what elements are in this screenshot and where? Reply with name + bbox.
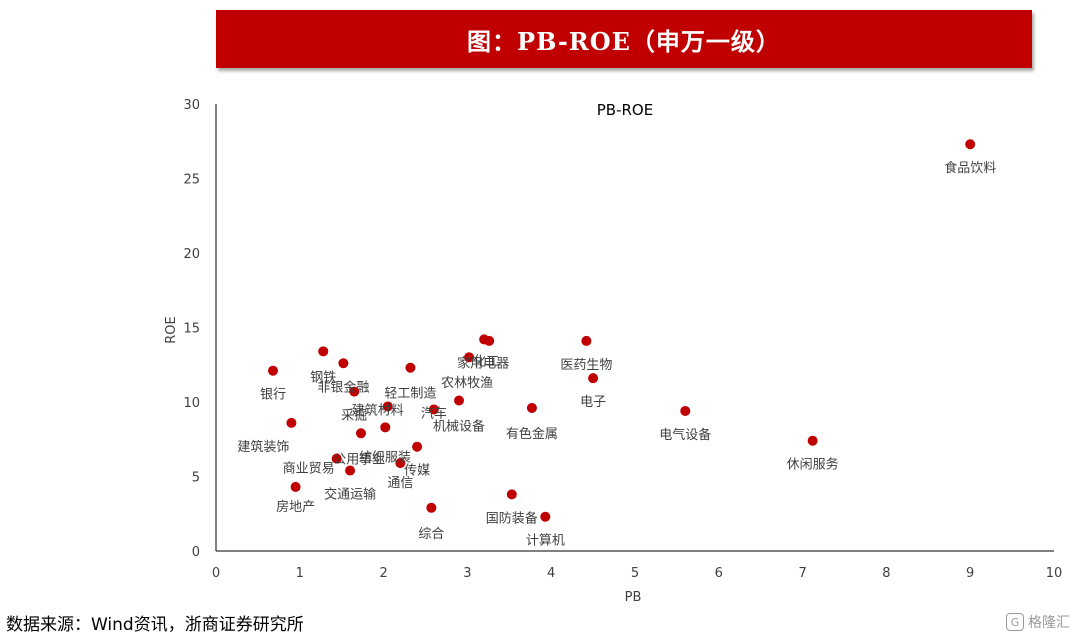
data-point-label: 建筑材料 <box>352 402 404 418</box>
data-point-label: 交通运输 <box>324 487 376 503</box>
data-point <box>464 352 475 363</box>
data-point-label: 化工 <box>473 354 499 369</box>
title-banner: 图：PB-ROE（申万一级） <box>216 10 1032 68</box>
watermark-logo-icon: G <box>1006 613 1024 631</box>
y-tick-label: 10 <box>183 396 200 411</box>
watermark: G 格隆汇 <box>1006 612 1070 632</box>
data-point-label: 采掘 <box>341 409 367 424</box>
watermark-text: 格隆汇 <box>1028 615 1070 631</box>
data-point <box>484 335 495 346</box>
x-tick-label: 2 <box>379 566 387 581</box>
data-point <box>680 405 691 416</box>
data-point-label: 纺织服装 <box>359 450 411 465</box>
x-tick-label: 6 <box>715 566 723 581</box>
data-point <box>380 422 391 433</box>
data-point-label: 钢铁 <box>310 370 336 385</box>
source-note: 数据来源：Wind资讯，浙商证券研究所 <box>6 615 304 635</box>
x-tick-label: 5 <box>631 566 639 581</box>
data-point-label: 通信 <box>387 476 413 491</box>
data-point <box>331 453 342 464</box>
y-tick-label: 0 <box>192 545 200 560</box>
data-point-label: 电气设备 <box>659 427 711 443</box>
data-point-label: 汽车 <box>421 405 447 421</box>
data-point <box>349 386 360 397</box>
data-point-label: 银行 <box>260 388 286 403</box>
y-tick-label: 20 <box>183 247 200 262</box>
data-point-label: 轻工制造 <box>384 387 436 402</box>
x-tick-label: 7 <box>798 566 806 581</box>
data-point <box>540 511 551 522</box>
data-point-label: 有色金属 <box>506 426 558 442</box>
data-point <box>345 465 356 476</box>
data-point <box>290 481 301 492</box>
x-tick-label: 9 <box>966 566 974 581</box>
chart-title: PB-ROE <box>597 101 653 119</box>
x-tick-label: 1 <box>296 566 304 581</box>
data-point <box>581 335 592 346</box>
data-point <box>412 441 423 452</box>
data-point-label: 传媒 <box>404 464 430 479</box>
data-point-label: 国防装备 <box>486 510 538 526</box>
data-point-label: 休闲服务 <box>787 457 839 473</box>
y-tick-label: 25 <box>183 173 200 188</box>
data-point <box>506 489 517 500</box>
data-point-label: 家用电器 <box>457 355 509 371</box>
data-point <box>338 358 349 369</box>
data-point-label: 综合 <box>418 527 444 542</box>
data-point-label: 公用事业 <box>333 452 385 467</box>
data-point-label: 电子 <box>580 395 606 410</box>
data-point <box>426 502 437 513</box>
x-tick-label: 3 <box>463 566 471 581</box>
data-point-label: 农林牧渔 <box>441 376 493 391</box>
x-axis-label: PB <box>625 590 642 605</box>
data-point <box>286 417 297 428</box>
data-point <box>428 404 439 415</box>
y-tick-label: 15 <box>183 322 200 337</box>
data-point-label: 非银金融 <box>317 379 369 395</box>
data-point <box>355 428 366 439</box>
data-point-label: 建筑装饰 <box>237 439 289 455</box>
chart-ticks: 0 1 2 3 4 5 6 7 8 9 10 0 5 10 15 20 25 30 <box>183 98 1062 581</box>
y-axis-label: ROE <box>164 316 179 343</box>
x-tick-label: 8 <box>882 566 890 581</box>
data-point-label: 计算机 <box>526 534 565 549</box>
data-point-label: 食品饮料 <box>944 160 996 176</box>
x-tick-label: 10 <box>1046 566 1063 581</box>
data-point <box>588 373 599 384</box>
y-tick-label: 5 <box>192 471 200 486</box>
data-point <box>382 401 393 412</box>
data-point-label: 房地产 <box>276 499 315 515</box>
data-point <box>454 395 465 406</box>
data-point-label: 商业贸易 <box>283 462 335 477</box>
page-title: 图：PB-ROE（申万一级） <box>467 26 781 56</box>
chart-points <box>267 139 976 522</box>
data-point <box>807 435 818 446</box>
data-point-label: 医药生物 <box>560 358 612 373</box>
data-point <box>395 458 406 469</box>
data-point <box>267 365 278 376</box>
y-tick-label: 30 <box>183 98 200 113</box>
data-point <box>526 402 537 413</box>
data-point-label: 机械设备 <box>433 419 485 435</box>
data-point <box>318 346 329 357</box>
chart-axes <box>215 104 1054 552</box>
data-point <box>405 362 416 373</box>
x-tick-label: 4 <box>547 566 555 581</box>
x-tick-label: 0 <box>212 566 220 581</box>
data-point <box>965 139 976 150</box>
